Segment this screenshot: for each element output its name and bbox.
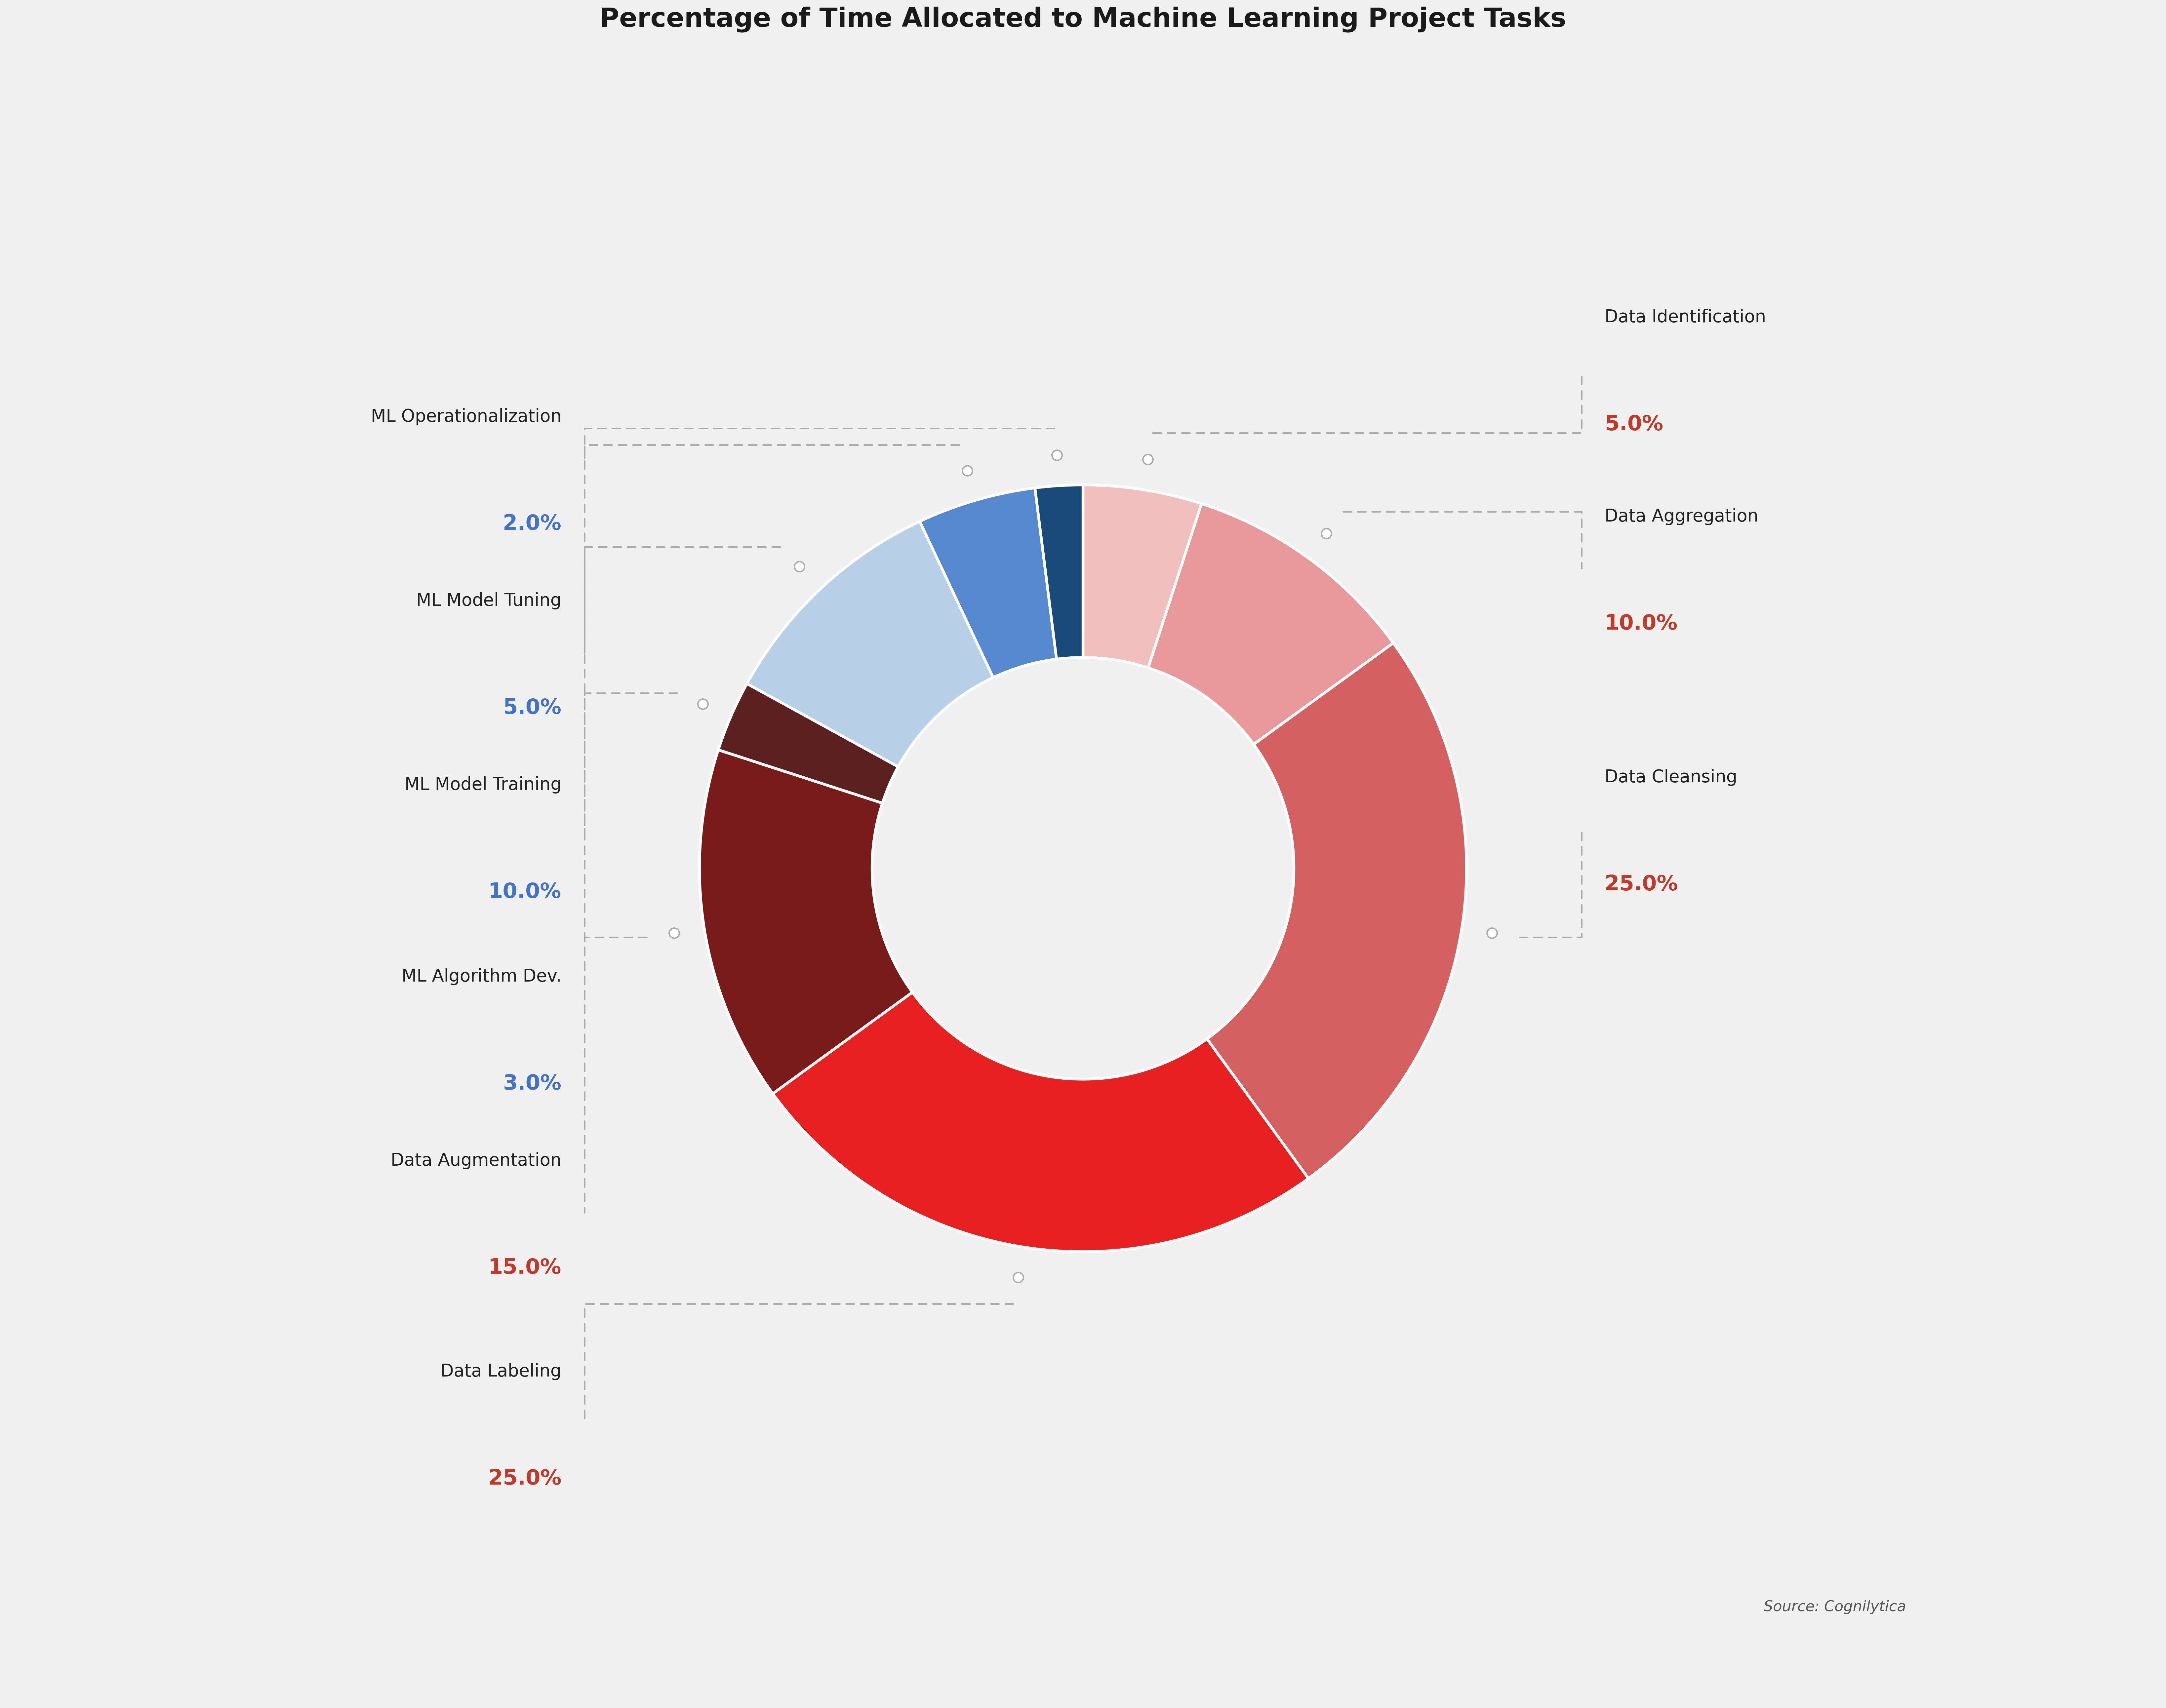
Text: Data Labeling: Data Labeling xyxy=(440,1363,561,1380)
Text: 2.0%: 2.0% xyxy=(503,514,561,535)
Text: Data Aggregation: Data Aggregation xyxy=(1605,507,1759,524)
Text: 5.0%: 5.0% xyxy=(1605,413,1663,434)
Wedge shape xyxy=(1148,504,1393,745)
Text: 25.0%: 25.0% xyxy=(1605,874,1679,895)
Wedge shape xyxy=(921,488,1057,678)
Wedge shape xyxy=(1035,485,1083,659)
Text: Data Cleansing: Data Cleansing xyxy=(1605,769,1737,786)
Wedge shape xyxy=(747,521,994,767)
Text: 15.0%: 15.0% xyxy=(487,1257,561,1278)
Text: Data Identification: Data Identification xyxy=(1605,309,1765,326)
Text: ML Algorithm Dev.: ML Algorithm Dev. xyxy=(401,968,561,986)
Text: Data Augmentation: Data Augmentation xyxy=(390,1153,561,1170)
Text: 25.0%: 25.0% xyxy=(487,1469,561,1489)
Wedge shape xyxy=(773,992,1308,1252)
Wedge shape xyxy=(1206,642,1466,1179)
Text: ML Model Tuning: ML Model Tuning xyxy=(416,593,561,610)
Text: 5.0%: 5.0% xyxy=(503,697,561,717)
Wedge shape xyxy=(719,683,899,803)
Text: Source: Cognilytica: Source: Cognilytica xyxy=(1763,1600,1906,1614)
Text: 10.0%: 10.0% xyxy=(487,881,561,902)
Title: Percentage of Time Allocated to Machine Learning Project Tasks: Percentage of Time Allocated to Machine … xyxy=(600,7,1566,32)
Text: ML Model Training: ML Model Training xyxy=(405,777,561,794)
Text: ML Operationalization: ML Operationalization xyxy=(370,408,561,425)
Wedge shape xyxy=(700,750,912,1093)
Text: 10.0%: 10.0% xyxy=(1605,613,1679,634)
Text: 3.0%: 3.0% xyxy=(503,1073,561,1093)
Wedge shape xyxy=(1083,485,1202,668)
